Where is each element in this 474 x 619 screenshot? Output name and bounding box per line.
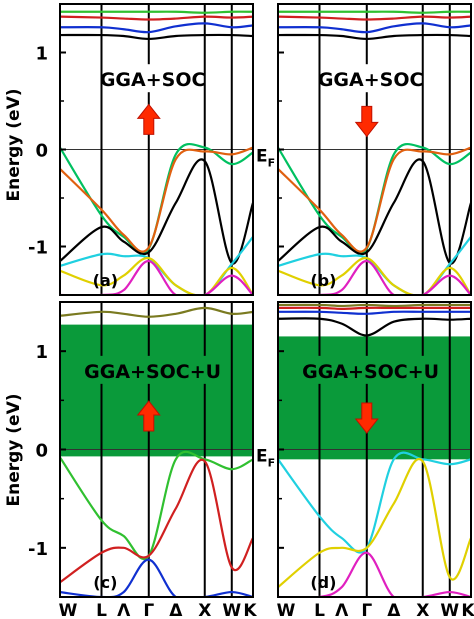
kpoint-label: L [314, 601, 325, 619]
panel-d-plot-area [278, 302, 471, 597]
kpoint-label: X [198, 601, 211, 619]
spin-up-arrow-icon [136, 400, 161, 432]
band-line [278, 10, 471, 14]
panel-b: GGA+SOC (b) EF [256, 3, 472, 296]
band-line [60, 558, 253, 597]
band-line [60, 146, 253, 253]
fermi-label-subscript: F [268, 157, 276, 170]
method-label-bg [92, 355, 213, 384]
panel-c: -1 0 1 GGA+SOC+U (c) [28, 301, 254, 598]
band-line [278, 303, 471, 308]
kpoint-label: Λ [117, 601, 131, 619]
band-line [60, 15, 253, 21]
band-line [278, 457, 471, 589]
kpoint-label: W [59, 601, 78, 619]
band-line [278, 22, 471, 34]
panel-label: (b) [310, 271, 336, 290]
band-line [60, 259, 253, 295]
y-tick-label: -1 [28, 238, 48, 259]
y-axis-label-top: Energy (eV) [4, 88, 24, 201]
kpoint-label: K [243, 601, 257, 619]
kpoint-label: W [277, 601, 296, 619]
kpoint-label: Δ [169, 601, 183, 619]
gap-shading [278, 336, 471, 460]
band-line [60, 33, 253, 41]
kpoint-label: Γ [361, 601, 372, 619]
y-tick-label: -1 [28, 539, 48, 560]
band-line [278, 451, 471, 554]
method-label: GGA+SOC [318, 69, 424, 91]
kpoint-label: L [96, 601, 107, 619]
method-label: GGA+SOC+U [302, 361, 439, 383]
fermi-label: EF [256, 147, 275, 170]
spin-up-arrow-icon [136, 103, 161, 135]
method-label-bg [104, 64, 201, 93]
band-line [60, 10, 253, 14]
method-label: GGA+SOC+U [84, 361, 221, 383]
band-line [60, 22, 253, 34]
y-axis-label-bottom: Energy (eV) [4, 393, 24, 506]
band-line [60, 458, 253, 584]
y-tick-label: 0 [35, 141, 48, 162]
y-tick-label: 1 [35, 342, 48, 363]
band-line [278, 317, 471, 337]
band-line [60, 306, 253, 318]
kpoint-label: Γ [143, 601, 154, 619]
band-line [278, 146, 471, 253]
y-tick-label: 0 [35, 441, 48, 462]
panel-a: -1 0 1 GGA+SOC (a) [28, 3, 254, 296]
gap-shading [60, 324, 253, 457]
band-line [60, 450, 253, 560]
band-line [60, 158, 253, 265]
kpoint-label: W [222, 601, 241, 619]
y-tick-label: 1 [35, 44, 48, 65]
fermi-label: EF [256, 447, 275, 470]
band-line [278, 33, 471, 41]
panel-label: (d) [310, 573, 336, 592]
panel-d: GGA+SOC+U (d) EF [256, 301, 472, 598]
method-label-bg [310, 355, 431, 384]
kpoint-label: X [416, 601, 429, 619]
kpoint-label: Λ [335, 601, 349, 619]
panel-label: (c) [93, 573, 117, 592]
panel-c-plot-area [60, 302, 253, 597]
band-line [278, 158, 471, 265]
fermi-label-subscript: F [268, 457, 276, 470]
band-line [278, 257, 471, 295]
band-line [278, 306, 471, 310]
spin-down-arrow-icon [354, 402, 379, 434]
panel-b-plot-area [278, 4, 471, 295]
band-line [60, 257, 253, 295]
panels-group: -1 0 1 GGA+SOC (a) GGA+SOC (b) EF -1 0 1 GGA+SOC+U (… [28, 3, 472, 598]
kpoint-label: K [461, 601, 474, 619]
kpoint-label: Δ [387, 601, 401, 619]
band-line [278, 310, 471, 315]
spin-down-arrow-icon [354, 105, 379, 138]
panel-a-plot-area [60, 4, 253, 295]
band-line [278, 15, 471, 21]
band-line [278, 551, 471, 597]
method-label-bg [322, 64, 419, 93]
kpoint-label: W [440, 601, 459, 619]
method-label: GGA+SOC [100, 69, 206, 91]
band-line [278, 259, 471, 295]
panel-label: (a) [93, 271, 118, 290]
